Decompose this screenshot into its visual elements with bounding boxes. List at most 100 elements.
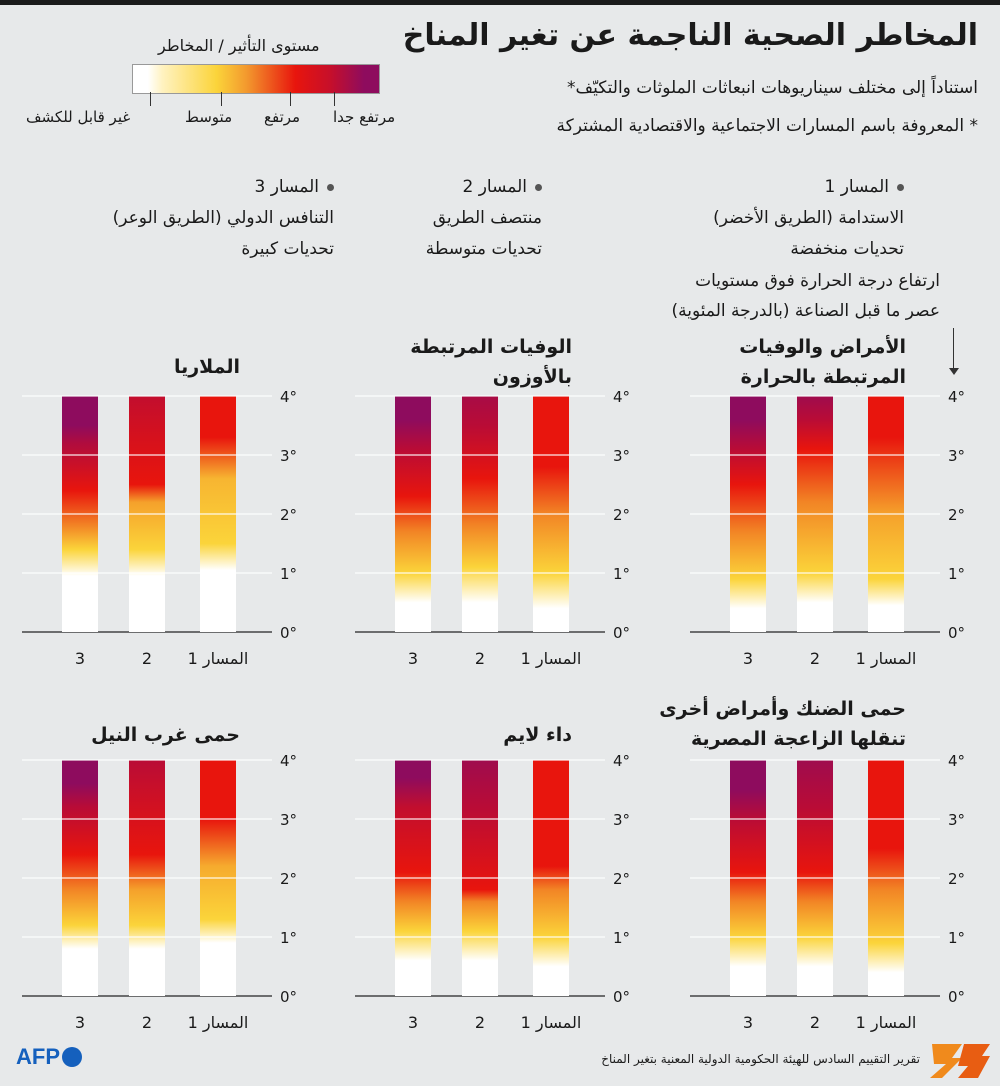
y-tick-label: 0° — [280, 624, 297, 642]
x-tick-label: المسار 1 — [188, 1013, 249, 1033]
chart-panel-3: المسار 1 2 3 0° 1° 2° 3° 4° — [22, 388, 297, 669]
panel-title-line: تنقلها الزاعجة المصرية — [691, 728, 906, 750]
pathway-2-description: المسار 2 منتصف الطريق تحديات متوسطة — [426, 172, 542, 265]
y-tick-label: 2° — [948, 870, 965, 888]
footnote: * المعروفة باسم المسارات الاجتماعية والا… — [556, 116, 978, 136]
y-tick-label: 3° — [280, 811, 297, 829]
bullet-icon — [897, 183, 904, 191]
y-tick-label: 0° — [948, 624, 965, 642]
arrow-down-icon — [953, 328, 954, 370]
legend-tick — [221, 92, 222, 106]
x-tick-label: 2 — [810, 649, 820, 668]
y-tick-label: 0° — [613, 988, 630, 1006]
panel-title-line: حمى غرب النيل — [91, 724, 240, 746]
y-tick-label: 0° — [948, 988, 965, 1006]
legend-tick — [334, 92, 335, 106]
y-tick-label: 2° — [613, 870, 630, 888]
x-tick-label: 3 — [743, 1013, 753, 1032]
subtitle: استناداً إلى مختلف سيناريوهات انبعاثات ا… — [567, 78, 978, 98]
axis-note: ارتفاع درجة الحرارة فوق مستويات عصر ما ق… — [671, 266, 940, 326]
y-tick-label: 4° — [613, 388, 630, 406]
legend-label-very-high: مرتفع جدا — [333, 108, 396, 126]
panel-title-line: الملاريا — [173, 356, 240, 378]
panel-title-ozone: الوفيات المرتبطة بالأوزون — [410, 332, 572, 392]
pathway-3-label: المسار 3 — [254, 177, 319, 197]
y-tick-label: 4° — [280, 388, 297, 406]
chart-panel-4: المسار 1 2 3 0° 1° 2° 3° 4° — [690, 752, 965, 1033]
x-tick-label: 3 — [743, 649, 753, 668]
panel-title-heat: الأمراض والوفيات المرتبطة بالحرارة — [739, 332, 906, 392]
x-tick-label: 2 — [810, 1013, 820, 1032]
x-tick-label: المسار 1 — [521, 649, 582, 669]
panel-title-line: المرتبطة بالحرارة — [740, 366, 906, 388]
y-tick-label: 2° — [280, 506, 297, 524]
panel-title-line: الوفيات المرتبطة — [410, 336, 572, 358]
legend-label-undetectable: غير قابل للكشف — [26, 108, 131, 126]
x-tick-label: 2 — [142, 649, 152, 668]
afp-logo-text: AFP — [16, 1044, 60, 1069]
afp-dot-icon — [62, 1047, 82, 1067]
bullet-icon — [327, 183, 334, 191]
panel-title-dengue: حمى الضنك وأمراض أخرى تنقلها الزاعجة الم… — [659, 694, 906, 754]
page-title: المخاطر الصحية الناجمة عن تغير المناخ — [402, 18, 978, 53]
x-tick-label: 3 — [408, 649, 418, 668]
publisher-logo-icon — [930, 1044, 990, 1078]
y-tick-label: 1° — [280, 565, 297, 583]
chart-panel-2: المسار 1 2 3 0° 1° 2° 3° 4° — [355, 388, 630, 669]
panel-title-lyme: داء لايم — [503, 720, 572, 750]
y-tick-label: 1° — [613, 929, 630, 947]
y-tick-label: 2° — [280, 870, 297, 888]
y-tick-label: 1° — [948, 929, 965, 947]
y-tick-label: 0° — [280, 988, 297, 1006]
top-rule — [0, 0, 1000, 5]
legend-label-high: مرتفع — [264, 108, 301, 126]
x-tick-label: 3 — [75, 649, 85, 668]
pathway-3-description: المسار 3 التنافس الدولي (الطريق الوعر) ت… — [113, 172, 334, 265]
y-tick-label: 4° — [613, 752, 630, 770]
panel-title-line: الأمراض والوفيات — [739, 336, 906, 358]
y-tick-label: 1° — [948, 565, 965, 583]
pathway-3-challenge: تحديات كبيرة — [241, 239, 334, 259]
panel-title-malaria: الملاريا — [174, 352, 240, 382]
pathway-1-name: الاستدامة (الطريق الأخضر) — [713, 208, 904, 228]
axis-note-line-1: ارتفاع درجة الحرارة فوق مستويات — [695, 271, 940, 291]
arrow-head-icon — [949, 368, 959, 375]
y-tick-label: 4° — [280, 752, 297, 770]
legend-color-scale — [132, 64, 380, 94]
panel-title-west-nile: حمى غرب النيل — [91, 720, 240, 750]
y-tick-label: 4° — [948, 388, 965, 406]
chart-panel-6: المسار 1 2 3 0° 1° 2° 3° 4° — [22, 752, 297, 1033]
source-note: تقرير التقييم السادس للهيئة الحكومية الد… — [601, 1052, 920, 1066]
pathway-3-name: التنافس الدولي (الطريق الوعر) — [112, 208, 334, 228]
legend-label-moderate: متوسط — [185, 108, 233, 126]
legend-title: مستوى التأثير / المخاطر — [158, 36, 320, 55]
x-tick-label: 3 — [408, 1013, 418, 1032]
x-tick-label: المسار 1 — [856, 649, 917, 669]
bullet-icon — [535, 183, 542, 191]
x-tick-label: 2 — [475, 649, 485, 668]
pathway-1-challenge: تحديات منخفضة — [790, 239, 904, 259]
y-tick-label: 2° — [948, 506, 965, 524]
pathway-1-description: المسار 1 الاستدامة (الطريق الأخضر) تحديا… — [713, 172, 904, 265]
y-tick-label: 4° — [948, 752, 965, 770]
panel-title-line: بالأوزون — [492, 366, 572, 388]
chart-panel-1: المسار 1 2 3 0° 1° 2° 3° 4° — [690, 388, 965, 669]
legend-tick — [150, 92, 151, 106]
y-tick-label: 3° — [613, 447, 630, 465]
panel-title-line: حمى الضنك وأمراض أخرى — [659, 698, 906, 720]
y-tick-label: 3° — [948, 447, 965, 465]
pathway-2-challenge: تحديات متوسطة — [425, 239, 542, 259]
x-tick-label: 3 — [75, 1013, 85, 1032]
y-tick-label: 2° — [613, 506, 630, 524]
legend-tick — [290, 92, 291, 106]
pathway-2-name: منتصف الطريق — [432, 208, 542, 228]
y-tick-label: 1° — [280, 929, 297, 947]
pathway-1-label: المسار 1 — [824, 177, 889, 197]
x-tick-label: 2 — [475, 1013, 485, 1032]
y-tick-label: 0° — [613, 624, 630, 642]
pathway-2-label: المسار 2 — [462, 177, 527, 197]
y-tick-label: 1° — [613, 565, 630, 583]
x-tick-label: 2 — [142, 1013, 152, 1032]
x-tick-label: المسار 1 — [521, 1013, 582, 1033]
